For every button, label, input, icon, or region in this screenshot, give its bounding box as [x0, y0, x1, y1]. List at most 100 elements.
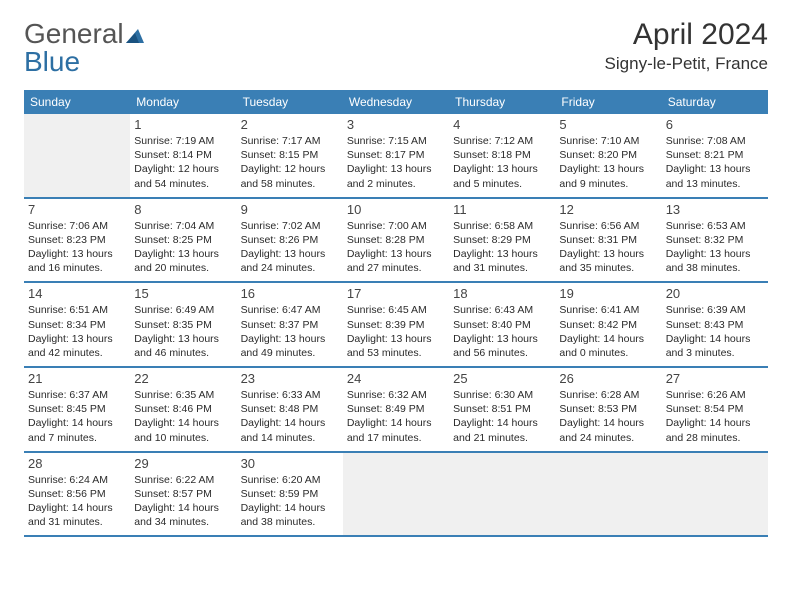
- day-cell: 22Sunrise: 6:35 AMSunset: 8:46 PMDayligh…: [130, 368, 236, 451]
- day-number: 5: [559, 117, 657, 132]
- daylight-text-1: Daylight: 14 hours: [666, 332, 764, 346]
- sunrise-text: Sunrise: 6:56 AM: [559, 219, 657, 233]
- daylight-text-2: and 28 minutes.: [666, 431, 764, 445]
- day-number: 15: [134, 286, 232, 301]
- day-cell: 21Sunrise: 6:37 AMSunset: 8:45 PMDayligh…: [24, 368, 130, 451]
- sunset-text: Sunset: 8:39 PM: [347, 318, 445, 332]
- sunrise-text: Sunrise: 6:22 AM: [134, 473, 232, 487]
- day-header-tuesday: Tuesday: [237, 90, 343, 114]
- day-number: 28: [28, 456, 126, 471]
- sunrise-text: Sunrise: 6:32 AM: [347, 388, 445, 402]
- sunrise-text: Sunrise: 6:20 AM: [241, 473, 339, 487]
- daylight-text-2: and 3 minutes.: [666, 346, 764, 360]
- sunrise-text: Sunrise: 7:12 AM: [453, 134, 551, 148]
- daylight-text-2: and 35 minutes.: [559, 261, 657, 275]
- sunset-text: Sunset: 8:45 PM: [28, 402, 126, 416]
- sunrise-text: Sunrise: 6:24 AM: [28, 473, 126, 487]
- day-number: 23: [241, 371, 339, 386]
- day-cell: 18Sunrise: 6:43 AMSunset: 8:40 PMDayligh…: [449, 283, 555, 366]
- day-cell: 2 Sunrise: 7:17 AMSunset: 8:15 PMDaylight…: [237, 114, 343, 197]
- sunrise-text: Sunrise: 7:17 AM: [241, 134, 339, 148]
- day-cell: 5Sunrise: 7:10 AMSunset: 8:20 PMDaylight…: [555, 114, 661, 197]
- daylight-text-2: and 0 minutes.: [559, 346, 657, 360]
- day-cell: 28Sunrise: 6:24 AMSunset: 8:56 PMDayligh…: [24, 453, 130, 536]
- daylight-text-1: Daylight: 13 hours: [453, 162, 551, 176]
- sunrise-text: Sunrise: 6:26 AM: [666, 388, 764, 402]
- daylight-text-2: and 17 minutes.: [347, 431, 445, 445]
- sunrise-text: Sunrise: 6:37 AM: [28, 388, 126, 402]
- daylight-text-1: Daylight: 13 hours: [134, 332, 232, 346]
- sunrise-text: Sunrise: 7:00 AM: [347, 219, 445, 233]
- daylight-text-1: Daylight: 14 hours: [559, 416, 657, 430]
- day-number: 27: [666, 371, 764, 386]
- sunset-text: Sunset: 8:15 PM: [241, 148, 339, 162]
- daylight-text-1: Daylight: 14 hours: [134, 416, 232, 430]
- day-number: 7: [28, 202, 126, 217]
- sunset-text: Sunset: 8:42 PM: [559, 318, 657, 332]
- day-number: 24: [347, 371, 445, 386]
- daylight-text-1: Daylight: 13 hours: [28, 247, 126, 261]
- day-cell: 23 Sunrise: 6:33 AMSunset: 8:48 PMDayligh…: [237, 368, 343, 451]
- day-header-saturday: Saturday: [662, 90, 768, 114]
- header: GeneralBlue April 2024 Signy-le-Petit, F…: [24, 18, 768, 78]
- logo-blue-text: Blue: [24, 46, 144, 78]
- day-cell: 11Sunrise: 6:58 AMSunset: 8:29 PMDayligh…: [449, 199, 555, 282]
- day-number: 18: [453, 286, 551, 301]
- daylight-text-1: Daylight: 14 hours: [347, 416, 445, 430]
- sunset-text: Sunset: 8:51 PM: [453, 402, 551, 416]
- logo-triangle-icon: [126, 18, 144, 32]
- week-row: 21Sunrise: 6:37 AMSunset: 8:45 PMDayligh…: [24, 368, 768, 453]
- daylight-text-1: Daylight: 14 hours: [453, 416, 551, 430]
- sunset-text: Sunset: 8:14 PM: [134, 148, 232, 162]
- sunrise-text: Sunrise: 6:28 AM: [559, 388, 657, 402]
- week-row: 28Sunrise: 6:24 AMSunset: 8:56 PMDayligh…: [24, 453, 768, 538]
- daylight-text-2: and 49 minutes.: [241, 346, 339, 360]
- daylight-text-1: Daylight: 13 hours: [666, 247, 764, 261]
- sunset-text: Sunset: 8:28 PM: [347, 233, 445, 247]
- day-number: 2: [241, 117, 339, 132]
- logo: GeneralBlue: [24, 18, 144, 78]
- sunset-text: Sunset: 8:31 PM: [559, 233, 657, 247]
- sunset-text: Sunset: 8:26 PM: [241, 233, 339, 247]
- sunrise-text: Sunrise: 6:41 AM: [559, 303, 657, 317]
- sunrise-text: Sunrise: 6:35 AM: [134, 388, 232, 402]
- sunrise-text: Sunrise: 6:58 AM: [453, 219, 551, 233]
- day-header-friday: Friday: [555, 90, 661, 114]
- daylight-text-1: Daylight: 13 hours: [347, 162, 445, 176]
- day-cell: 15Sunrise: 6:49 AMSunset: 8:35 PMDayligh…: [130, 283, 236, 366]
- daylight-text-2: and 31 minutes.: [453, 261, 551, 275]
- daylight-text-2: and 34 minutes.: [134, 515, 232, 529]
- sunset-text: Sunset: 8:48 PM: [241, 402, 339, 416]
- day-cell: 25Sunrise: 6:30 AMSunset: 8:51 PMDayligh…: [449, 368, 555, 451]
- sunset-text: Sunset: 8:59 PM: [241, 487, 339, 501]
- day-number: 10: [347, 202, 445, 217]
- day-cell: 29Sunrise: 6:22 AMSunset: 8:57 PMDayligh…: [130, 453, 236, 536]
- sunset-text: Sunset: 8:20 PM: [559, 148, 657, 162]
- sunset-text: Sunset: 8:32 PM: [666, 233, 764, 247]
- daylight-text-1: Daylight: 12 hours: [241, 162, 339, 176]
- sunrise-text: Sunrise: 6:49 AM: [134, 303, 232, 317]
- daylight-text-2: and 53 minutes.: [347, 346, 445, 360]
- daylight-text-1: Daylight: 14 hours: [241, 416, 339, 430]
- sunrise-text: Sunrise: 7:02 AM: [241, 219, 339, 233]
- sunset-text: Sunset: 8:43 PM: [666, 318, 764, 332]
- sunset-text: Sunset: 8:29 PM: [453, 233, 551, 247]
- sunrise-text: Sunrise: 7:15 AM: [347, 134, 445, 148]
- day-cell: 14Sunrise: 6:51 AMSunset: 8:34 PMDayligh…: [24, 283, 130, 366]
- sunrise-text: Sunrise: 6:39 AM: [666, 303, 764, 317]
- day-number: 22: [134, 371, 232, 386]
- day-number: 9: [241, 202, 339, 217]
- daylight-text-1: Daylight: 13 hours: [559, 247, 657, 261]
- sunrise-text: Sunrise: 6:47 AM: [241, 303, 339, 317]
- daylight-text-1: Daylight: 13 hours: [241, 332, 339, 346]
- day-headers: Sunday Monday Tuesday Wednesday Thursday…: [24, 90, 768, 114]
- sunrise-text: Sunrise: 7:04 AM: [134, 219, 232, 233]
- daylight-text-2: and 21 minutes.: [453, 431, 551, 445]
- day-header-thursday: Thursday: [449, 90, 555, 114]
- day-cell: 24Sunrise: 6:32 AMSunset: 8:49 PMDayligh…: [343, 368, 449, 451]
- day-number: 13: [666, 202, 764, 217]
- sunrise-text: Sunrise: 7:10 AM: [559, 134, 657, 148]
- day-number: 19: [559, 286, 657, 301]
- sunrise-text: Sunrise: 6:33 AM: [241, 388, 339, 402]
- daylight-text-1: Daylight: 14 hours: [28, 416, 126, 430]
